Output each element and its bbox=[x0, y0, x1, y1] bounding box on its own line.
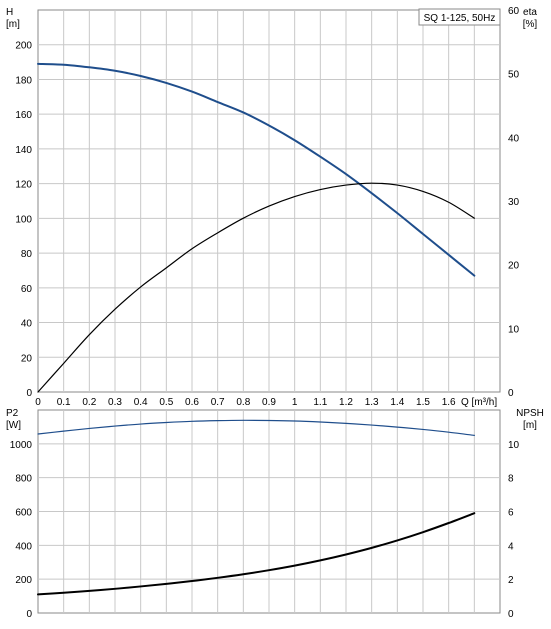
y-right-tick-label: 0 bbox=[508, 388, 514, 399]
y-right-tick-label: 2 bbox=[508, 575, 514, 586]
y-left-tick-label: 180 bbox=[15, 75, 32, 86]
x-tick-label: 0.7 bbox=[211, 397, 225, 408]
x-tick-label: 0.6 bbox=[185, 397, 199, 408]
x-tick-label: 0.1 bbox=[57, 397, 71, 408]
y-left-tick-label: 800 bbox=[15, 474, 32, 485]
x-tick-label: 1.2 bbox=[339, 397, 353, 408]
y-left-tick-label: 80 bbox=[21, 249, 33, 260]
x-tick-label: 1.3 bbox=[365, 397, 379, 408]
y-left-tick-label: 0 bbox=[26, 388, 32, 399]
y-left-axis-label: P2 bbox=[6, 408, 19, 419]
y-right-tick-label: 30 bbox=[508, 197, 520, 208]
y-right-tick-label: 8 bbox=[508, 474, 514, 485]
y-left-tick-label: 600 bbox=[15, 508, 32, 519]
y-left-axis-unit: [W] bbox=[6, 420, 21, 431]
y-right-axis-unit: [m] bbox=[523, 420, 537, 431]
x-tick-label: 0.8 bbox=[236, 397, 250, 408]
x-tick-label: 0.4 bbox=[134, 397, 148, 408]
x-axis-label: Q [m³/h] bbox=[461, 397, 497, 408]
chart-title: SQ 1-125, 50Hz bbox=[424, 13, 496, 24]
y-right-tick-label: 20 bbox=[508, 261, 520, 272]
x-tick-label: 0.5 bbox=[159, 397, 173, 408]
head-efficiency-panel: 0204060801001201401601802000102030405060… bbox=[6, 6, 537, 408]
y-left-tick-label: 400 bbox=[15, 541, 32, 552]
x-tick-label: 0.2 bbox=[82, 397, 96, 408]
y-left-tick-label: 120 bbox=[15, 180, 32, 191]
y-right-tick-label: 40 bbox=[508, 133, 520, 144]
y-left-tick-label: 100 bbox=[15, 214, 32, 225]
y-left-tick-label: 140 bbox=[15, 145, 32, 156]
series-line-npsh bbox=[37, 512, 476, 596]
y-left-tick-label: 40 bbox=[21, 319, 33, 330]
y-right-tick-label: 50 bbox=[508, 70, 520, 81]
y-right-tick-label: 6 bbox=[508, 508, 514, 519]
y-right-axis-label: NPSH bbox=[516, 408, 544, 419]
title-box bbox=[418, 8, 501, 26]
y-right-tick-label: 10 bbox=[508, 324, 520, 335]
y-right-tick-label: 4 bbox=[508, 541, 514, 552]
y-left-tick-label: 160 bbox=[15, 110, 32, 121]
x-tick-label: 1.6 bbox=[442, 397, 456, 408]
series-line-efficiency bbox=[37, 182, 475, 393]
y-left-axis-unit: [m] bbox=[6, 19, 20, 30]
y-left-tick-label: 200 bbox=[15, 41, 32, 52]
x-tick-label: 0.3 bbox=[108, 397, 122, 408]
x-tick-label: 0.9 bbox=[262, 397, 276, 408]
y-left-tick-label: 0 bbox=[26, 609, 32, 620]
power-npsh-panel: 0 200 400 600 800 1000 0 2 4 6 8 10 P2[W] NPSH[m] bbox=[6, 408, 544, 620]
y-left-tick-label: 20 bbox=[21, 353, 33, 364]
y-right-tick-label: 0 bbox=[508, 609, 514, 620]
y-right-tick-label: 60 bbox=[508, 6, 520, 17]
y-right-axis-unit: [%] bbox=[523, 19, 538, 30]
x-tick-label: 1 bbox=[292, 397, 298, 408]
series-line-power bbox=[37, 419, 475, 436]
y-left-tick-label: 1000 bbox=[10, 440, 33, 451]
y-right-tick-label: 10 bbox=[508, 440, 520, 451]
x-tick-label: 1.5 bbox=[416, 397, 430, 408]
y-left-tick-label: 200 bbox=[15, 575, 32, 586]
y-left-tick-label: 60 bbox=[21, 284, 33, 295]
x-tick-label: 1.1 bbox=[313, 397, 327, 408]
x-tick-label: 1.4 bbox=[390, 397, 404, 408]
x-tick-label: 0 bbox=[35, 397, 41, 408]
series-line-head bbox=[37, 62, 476, 277]
y-right-axis-label: eta bbox=[523, 7, 537, 18]
y-left-axis-label: H bbox=[6, 7, 13, 18]
